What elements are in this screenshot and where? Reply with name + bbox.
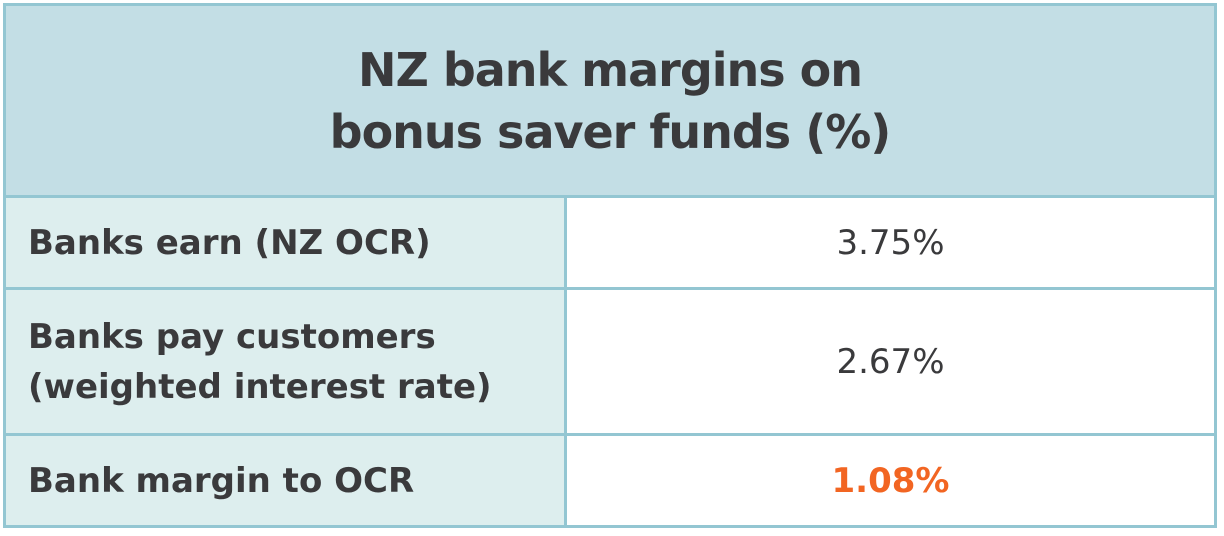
- row-label: Bank margin to OCR: [6, 436, 567, 525]
- row-label-text: Banks earn (NZ OCR): [28, 222, 431, 263]
- row-value: 3.75%: [567, 198, 1214, 287]
- table-row-banks-pay: Banks pay customers (weighted interest r…: [6, 290, 1214, 436]
- title-line-1: NZ bank margins on: [357, 42, 863, 97]
- row-label-text: (weighted interest rate): [28, 366, 492, 407]
- row-label: Banks pay customers (weighted interest r…: [6, 290, 567, 433]
- row-value-highlight: 1.08%: [567, 436, 1214, 525]
- row-label-text: Bank margin to OCR: [28, 460, 415, 501]
- table-title: NZ bank margins on bonus saver funds (%): [6, 6, 1214, 198]
- row-label: Banks earn (NZ OCR): [6, 198, 567, 287]
- row-label-text: Banks pay customers: [28, 316, 436, 357]
- table-row-banks-earn: Banks earn (NZ OCR) 3.75%: [6, 198, 1214, 290]
- row-value: 2.67%: [567, 290, 1214, 433]
- title-line-2: bonus saver funds (%): [329, 104, 892, 159]
- margins-table: NZ bank margins on bonus saver funds (%)…: [3, 3, 1217, 528]
- table-row-bank-margin: Bank margin to OCR 1.08%: [6, 436, 1214, 525]
